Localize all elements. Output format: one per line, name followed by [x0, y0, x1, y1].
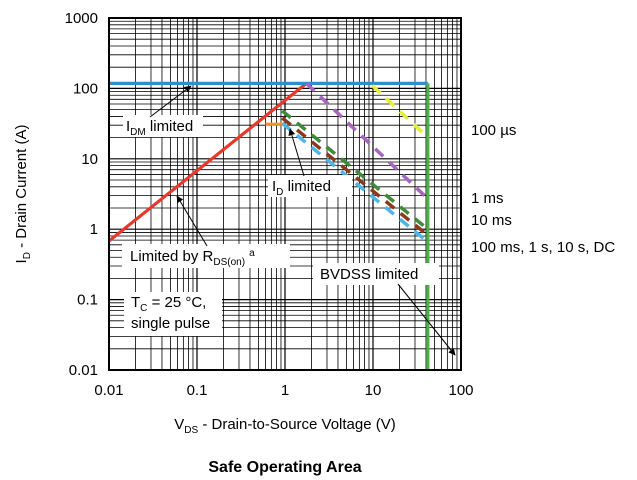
x-tick-label: 0.1: [187, 382, 208, 399]
bvdss-arrow: [397, 283, 456, 356]
series-line-6: [281, 109, 429, 231]
label-1ms: 1 ms: [471, 190, 504, 207]
plot-series: [108, 81, 430, 370]
label-100us: 100 µs: [471, 122, 516, 139]
y-tick-label: 0.01: [69, 362, 98, 379]
idm-arrow: [149, 85, 192, 118]
plot-frame: [108, 17, 462, 371]
plot-grid: [108, 18, 461, 371]
rds-arrow: [176, 195, 208, 247]
annotations: IDM limited ID limited Limited by RDS(on…: [122, 85, 632, 356]
y-axis-label: ID - Drain Current (A): [13, 125, 33, 264]
x-tick-label: 10: [365, 382, 382, 399]
x-tick-label: 100: [448, 382, 473, 399]
series-line-5: [305, 82, 430, 201]
id-arrow: [288, 128, 305, 177]
bvdss-label: BVDSS limited: [320, 266, 418, 283]
series-line-8: [281, 121, 429, 244]
series-line-7: [281, 116, 429, 237]
series-line-0: [108, 82, 308, 243]
y-tick-label: 1: [90, 221, 98, 238]
axis-ticks: 0.01 0.1 1 10 100 0.01 0.1 1 10 100 1000: [65, 10, 474, 399]
x-tick-label: 0.01: [94, 382, 123, 399]
chart-title: Safe Operating Area: [208, 459, 361, 476]
x-axis-label: VDS - Drain-to-Source Voltage (V): [174, 416, 396, 436]
label-10ms: 10 ms: [471, 212, 512, 229]
tc-label-line2: single pulse: [131, 315, 210, 332]
idm-label: IDM limited: [126, 118, 193, 138]
y-tick-label: 0.1: [77, 292, 98, 309]
tc-label-line1: TC = 25 °C,: [131, 294, 206, 314]
y-tick-label: 1000: [65, 10, 98, 27]
y-tick-label: 100: [73, 80, 98, 97]
rds-label: Limited by RDS(on)a: [130, 248, 255, 268]
id-label: ID limited: [272, 178, 331, 198]
y-tick-label: 10: [81, 151, 98, 168]
label-100ms-dc: 100 ms, 1 s, 10 s, DC: [471, 239, 615, 256]
x-tick-label: 1: [281, 382, 289, 399]
series-line-4: [371, 84, 430, 139]
